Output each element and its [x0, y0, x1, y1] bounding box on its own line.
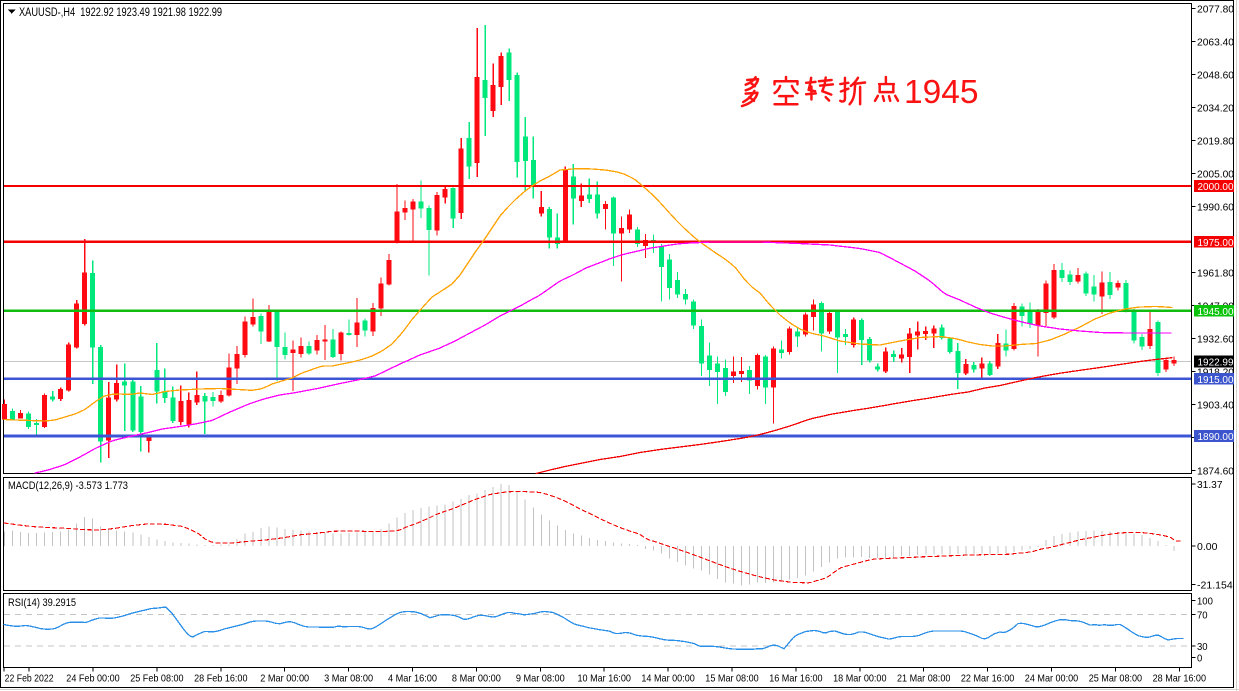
- svg-text:2034.20: 2034.20: [1197, 103, 1234, 115]
- svg-text:2005.00: 2005.00: [1197, 169, 1234, 181]
- svg-text:1922.99: 1922.99: [1198, 357, 1234, 369]
- svg-text:1890.00: 1890.00: [1198, 431, 1234, 443]
- svg-text:4 Mar 16:00: 4 Mar 16:00: [388, 673, 437, 685]
- svg-text:1990.60: 1990.60: [1197, 202, 1234, 214]
- svg-text:1945.00: 1945.00: [1198, 306, 1234, 318]
- svg-text:25 Feb 08:00: 25 Feb 08:00: [130, 673, 184, 685]
- svg-text:24 Feb 00:00: 24 Feb 00:00: [66, 673, 120, 685]
- svg-text:1961.80: 1961.80: [1197, 268, 1234, 280]
- svg-text:10 Mar 16:00: 10 Mar 16:00: [578, 673, 632, 685]
- svg-text:24 Mar 00:00: 24 Mar 00:00: [1025, 673, 1079, 685]
- svg-text:9 Mar 08:00: 9 Mar 08:00: [516, 673, 565, 685]
- svg-text:15 Mar 08:00: 15 Mar 08:00: [705, 673, 759, 685]
- svg-text:1874.60: 1874.60: [1197, 466, 1234, 478]
- svg-text:1975.00: 1975.00: [1198, 237, 1234, 249]
- svg-text:25 Mar 08:00: 25 Mar 08:00: [1089, 673, 1143, 685]
- svg-text:21 Mar 08:00: 21 Mar 08:00: [897, 673, 951, 685]
- svg-text:2077.80: 2077.80: [1197, 4, 1234, 16]
- svg-text:1915.00: 1915.00: [1198, 374, 1234, 386]
- svg-text:2048.60: 2048.60: [1197, 70, 1234, 82]
- svg-text:1932.60: 1932.60: [1197, 334, 1234, 346]
- svg-text:3 Mar 08:00: 3 Mar 08:00: [324, 673, 373, 685]
- svg-text:100: 100: [1197, 596, 1213, 608]
- svg-text:2063.40: 2063.40: [1197, 37, 1234, 49]
- svg-text:2019.80: 2019.80: [1197, 136, 1234, 148]
- svg-text:22 Feb 2022: 22 Feb 2022: [5, 673, 54, 685]
- svg-text:70: 70: [1197, 610, 1208, 622]
- svg-text:28 Mar 16:00: 28 Mar 16:00: [1153, 673, 1207, 685]
- svg-text:22 Mar 16:00: 22 Mar 16:00: [961, 673, 1015, 685]
- svg-text:MACD(12,26,9) -3.573 1.773: MACD(12,26,9) -3.573 1.773: [8, 480, 128, 492]
- svg-text:8 Mar 00:00: 8 Mar 00:00: [452, 673, 501, 685]
- svg-text:0: 0: [1197, 653, 1202, 665]
- svg-text:2000.00: 2000.00: [1198, 181, 1234, 193]
- svg-text:RSI(14) 39.2915: RSI(14) 39.2915: [8, 597, 76, 609]
- svg-text:28 Feb 16:00: 28 Feb 16:00: [194, 673, 248, 685]
- svg-text:2 Mar 00:00: 2 Mar 00:00: [260, 673, 309, 685]
- svg-text:1903.40: 1903.40: [1197, 400, 1234, 412]
- svg-text:-21.154: -21.154: [1197, 580, 1233, 592]
- svg-text:30: 30: [1197, 641, 1208, 653]
- svg-text:31.37: 31.37: [1197, 479, 1223, 491]
- svg-text:0.00: 0.00: [1197, 541, 1218, 553]
- svg-text:16 Mar 16:00: 16 Mar 16:00: [769, 673, 823, 685]
- svg-text:18 Mar 00:00: 18 Mar 00:00: [833, 673, 887, 685]
- svg-text:XAUUSD-,H4 1922.92 1923.49 19: XAUUSD-,H4 1922.92 1923.49 1921.98 1922.…: [19, 7, 222, 19]
- svg-text:14 Mar 00:00: 14 Mar 00:00: [641, 673, 695, 685]
- svg-text:1945: 1945: [904, 74, 979, 111]
